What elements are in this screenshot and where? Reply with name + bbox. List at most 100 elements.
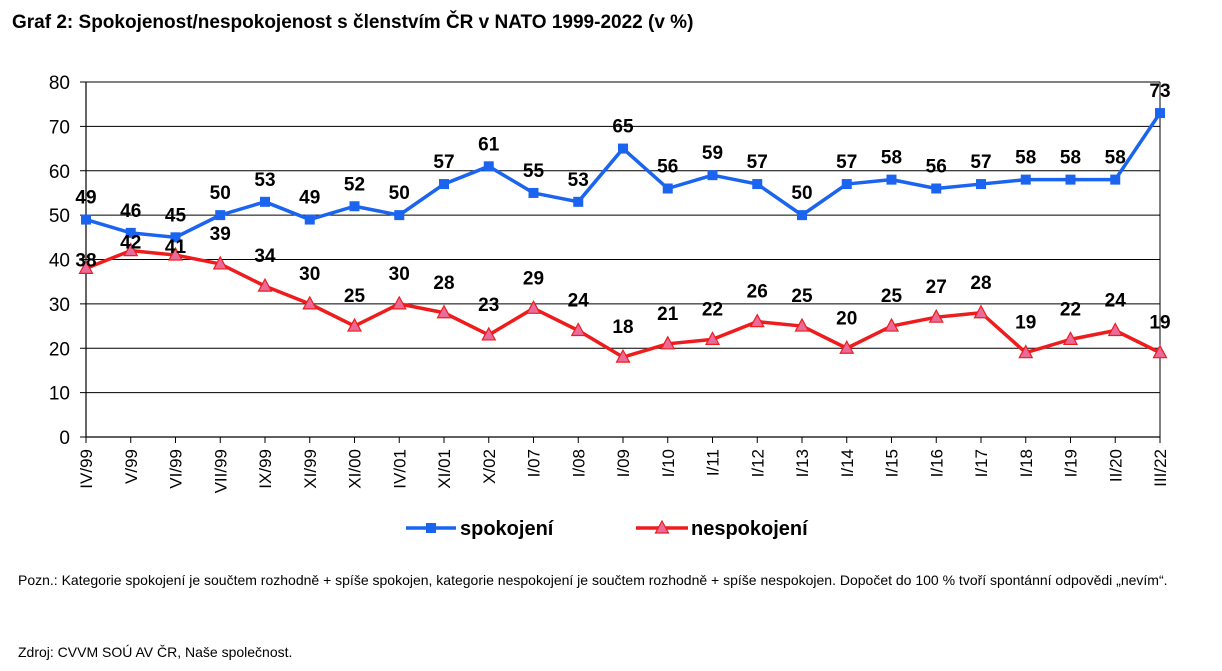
data-point — [928, 308, 944, 323]
legend: spokojení nespokojení — [406, 518, 809, 540]
x-tick-label: I/10 — [659, 449, 678, 477]
data-label: 27 — [926, 277, 947, 298]
data-point — [302, 295, 318, 310]
data-label: 25 — [791, 286, 813, 307]
data-label: 73 — [1149, 81, 1170, 102]
y-tick-label: 70 — [49, 117, 70, 138]
legend-label-nespokojeni: nespokojení — [691, 518, 809, 540]
data-point — [749, 313, 765, 328]
legend-marker-spokojeni — [426, 523, 436, 533]
data-label: 53 — [568, 170, 589, 191]
data-point — [573, 196, 584, 207]
data-label: 28 — [433, 273, 454, 294]
data-point — [1062, 331, 1079, 345]
data-label: 30 — [299, 264, 320, 285]
x-tick-label: IV/99 — [77, 449, 96, 489]
data-label: 19 — [1015, 313, 1036, 334]
data-label: 41 — [165, 237, 187, 258]
x-tick-label: XI/99 — [301, 449, 320, 489]
data-label: 58 — [1105, 148, 1126, 169]
data-label: 49 — [299, 188, 320, 209]
data-point — [1110, 174, 1121, 185]
legend-marker-nespokojeni — [654, 519, 670, 534]
data-point — [752, 179, 763, 190]
data-point — [1020, 174, 1031, 185]
y-tick-label: 20 — [49, 339, 70, 360]
data-label: 28 — [970, 273, 991, 294]
data-label: 21 — [657, 304, 679, 325]
data-label: 52 — [344, 174, 365, 195]
data-point — [391, 295, 407, 310]
x-tick-label: X/02 — [480, 449, 499, 484]
data-point — [931, 183, 942, 194]
data-point — [125, 227, 136, 238]
x-tick-label: XI/00 — [346, 449, 365, 489]
data-point — [123, 242, 139, 257]
data-point — [481, 326, 497, 341]
x-tick-label: IV/01 — [390, 449, 409, 489]
x-tick-label: VII/99 — [211, 449, 230, 493]
x-tick-labels: IV/99 V/99 VI/99 VII/99 IX/99 XI/99 XI/00 IV/01… — [77, 449, 1170, 493]
data-label: 29 — [523, 268, 544, 289]
data-label: 50 — [210, 183, 231, 204]
series-layer — [78, 108, 1168, 363]
data-label: 58 — [1060, 148, 1081, 169]
data-label: 24 — [1105, 291, 1127, 312]
data-label: 19 — [1149, 313, 1170, 334]
data-point — [436, 304, 452, 319]
data-label: 58 — [881, 148, 902, 169]
x-tick-label: I/14 — [838, 449, 857, 477]
data-label: 25 — [344, 286, 366, 307]
x-tick-label: I/19 — [1062, 449, 1081, 477]
x-tick-label: I/17 — [972, 449, 991, 477]
data-point — [660, 335, 676, 350]
data-label: 30 — [389, 264, 410, 285]
data-point — [394, 210, 405, 221]
data-point — [349, 201, 360, 212]
data-point — [257, 277, 273, 292]
data-point — [794, 317, 810, 332]
data-label: 39 — [210, 224, 231, 245]
data-point — [841, 179, 852, 190]
data-label: 25 — [881, 286, 903, 307]
data-point — [212, 255, 228, 270]
data-label: 23 — [478, 295, 499, 316]
data-point — [439, 179, 449, 190]
data-label: 56 — [657, 157, 678, 178]
data-label: 57 — [836, 152, 857, 173]
data-label: 24 — [568, 291, 590, 312]
data-point — [704, 331, 721, 345]
data-label: 57 — [747, 152, 768, 173]
data-label: 53 — [254, 170, 275, 191]
data-point — [170, 232, 181, 243]
data-label: 46 — [120, 201, 141, 222]
data-label: 49 — [75, 188, 96, 209]
x-tick-label: I/09 — [614, 449, 633, 477]
data-point — [797, 210, 807, 221]
y-tick-label: 30 — [49, 295, 70, 316]
y-tick-labels: 0 10 20 30 40 50 60 70 80 — [49, 73, 70, 449]
data-label: 18 — [612, 317, 633, 338]
data-label: 50 — [791, 183, 812, 204]
data-label: 57 — [433, 152, 454, 173]
data-point — [483, 161, 494, 172]
x-tick-label: I/08 — [569, 449, 588, 477]
data-label: 26 — [747, 282, 768, 303]
data-point — [81, 214, 91, 225]
chart-note: Pozn.: Kategorie spokojení je součtem ro… — [18, 572, 1168, 588]
data-point — [883, 317, 900, 332]
chart-title: Graf 2: Spokojenost/nespokojenost s člen… — [12, 12, 694, 33]
x-tick-label: I/15 — [883, 449, 902, 477]
x-tick-label: III/22 — [1151, 449, 1170, 487]
chart-source: Zdroj: CVVM SOÚ AV ČR, Naše společnost. — [18, 644, 293, 660]
y-tick-label: 50 — [49, 206, 70, 227]
y-tick-label: 40 — [49, 251, 70, 272]
data-point — [1152, 344, 1168, 359]
data-label: 65 — [612, 117, 634, 138]
data-point — [973, 304, 989, 319]
data-label: 22 — [702, 299, 723, 320]
data-point — [167, 246, 184, 261]
data-label: 38 — [75, 250, 96, 271]
data-point — [525, 300, 542, 314]
y-tick-label: 10 — [49, 384, 70, 405]
